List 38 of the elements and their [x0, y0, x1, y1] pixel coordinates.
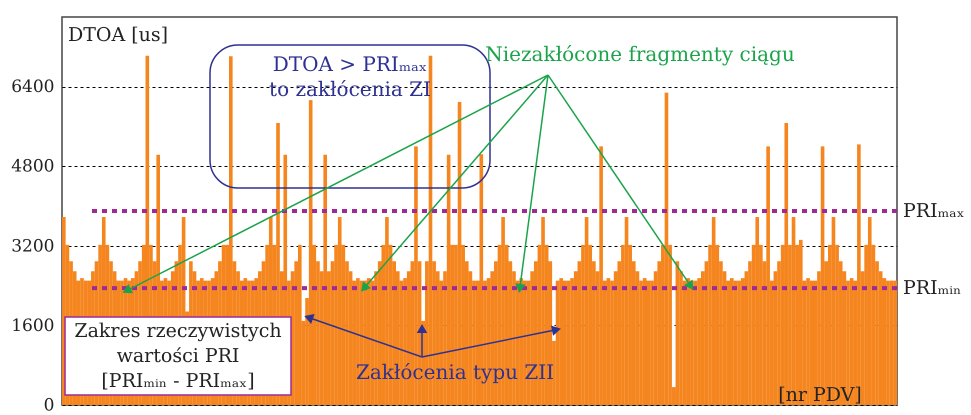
y-tick-label: 4800	[11, 156, 54, 177]
bar	[890, 280, 894, 405]
bar	[755, 216, 760, 405]
bar	[730, 278, 734, 405]
y-tick-label: 6400	[11, 77, 54, 98]
bar	[694, 280, 698, 405]
bar	[676, 261, 680, 405]
annotation: Niezakłócone fragmenty ciągu	[485, 42, 795, 66]
bar	[886, 280, 890, 405]
bar	[606, 278, 610, 405]
bar	[298, 244, 302, 405]
bar	[868, 216, 872, 405]
bar	[599, 146, 603, 405]
y-tick-label: 3200	[11, 236, 54, 256]
bar	[624, 216, 628, 405]
y-tick-label: 0	[44, 396, 54, 415]
y-axis-title: DTOA [us]	[68, 24, 168, 46]
bar	[893, 280, 897, 405]
bar	[646, 280, 650, 405]
bar	[734, 280, 738, 405]
bar	[810, 280, 814, 405]
bar	[737, 280, 741, 405]
bar	[338, 216, 342, 405]
annotation: Zakłócenia typu ZII	[356, 360, 554, 384]
bar	[806, 278, 810, 405]
bar	[642, 278, 646, 405]
bar	[323, 154, 328, 405]
ref-line-label: PRIₘᵢₙ	[903, 277, 962, 300]
bar	[566, 280, 570, 405]
bar	[563, 280, 567, 405]
x-axis-title: [nr PDV]	[778, 384, 862, 406]
bar	[664, 92, 668, 405]
bar	[584, 216, 588, 405]
y-tick-label: 1600	[11, 316, 54, 336]
bar	[712, 216, 716, 405]
bar	[766, 146, 770, 405]
ref-line-label: PRIₘₐₓ	[903, 200, 965, 222]
annotation: Zakres rzeczywistych wartości PRI [PRIₘᵢₙ - PRIₘₐₓ]	[74, 320, 282, 392]
